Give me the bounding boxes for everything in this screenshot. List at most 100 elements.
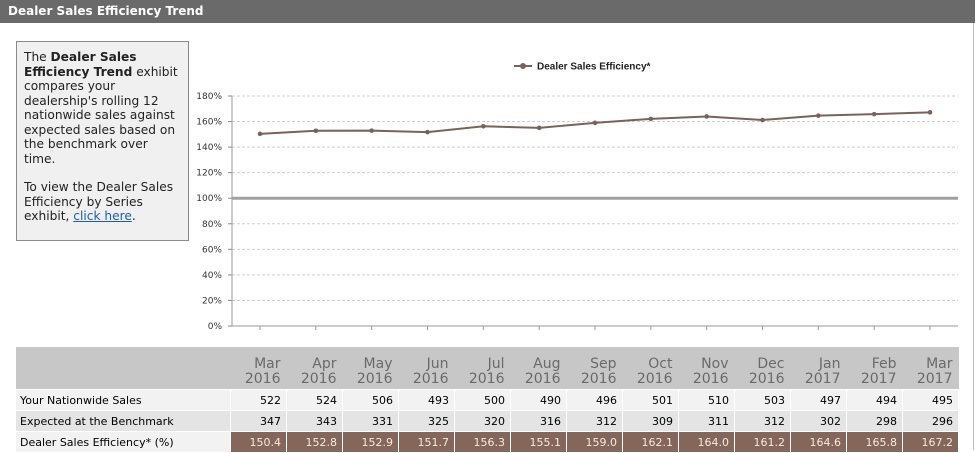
table-cell: 302 xyxy=(790,410,847,432)
y-tick-label: 180% xyxy=(196,92,222,102)
table-cell: 167.2 xyxy=(902,431,959,453)
column-header: May 2016 xyxy=(342,347,399,390)
column-header-year: 2016 xyxy=(468,371,505,387)
click-here-link[interactable]: click here xyxy=(73,209,132,223)
table-cell: 325 xyxy=(398,410,455,432)
column-header-year: 2017 xyxy=(860,371,897,387)
data-point xyxy=(871,111,877,117)
table-header-row: Mar 2016 Apr 2016 May 2016 Jun 2016 Jul 2016 Aug 20… xyxy=(15,347,959,390)
table-cell: 152.8 xyxy=(286,431,343,453)
column-header-month: Sep xyxy=(590,356,617,372)
table-cell: 164.0 xyxy=(678,431,735,453)
column-header: Aug 2016 xyxy=(510,347,567,390)
panel-frame xyxy=(0,23,974,450)
table-cell: 156.3 xyxy=(454,431,511,453)
data-point xyxy=(704,114,709,119)
data-point xyxy=(760,117,765,123)
data-table: Mar 2016 Apr 2016 May 2016 Jun 2016 Jul 2016 Aug 20… xyxy=(15,347,959,453)
column-header-month: Aug xyxy=(533,356,561,372)
table-cell: 524 xyxy=(286,389,343,411)
table-cell: 155.1 xyxy=(510,431,567,453)
column-header: Jan 2017 xyxy=(790,347,847,390)
column-header: Mar 2017 xyxy=(902,347,959,390)
table-cell: 490 xyxy=(510,389,567,411)
table-cell: 312 xyxy=(566,410,623,432)
table-cell: 497 xyxy=(790,389,847,411)
table-cell: 165.8 xyxy=(846,431,903,453)
y-tick-label: 80% xyxy=(202,220,222,230)
table-header-corner xyxy=(15,347,231,390)
column-header-year: 2016 xyxy=(580,371,617,387)
table-cell: 298 xyxy=(846,410,903,432)
y-tick-label: 140% xyxy=(196,143,222,153)
row-label: Your Nationwide Sales xyxy=(15,389,231,411)
table-cell: 164.6 xyxy=(790,431,847,453)
column-header-year: 2016 xyxy=(636,371,673,387)
column-header-year: 2016 xyxy=(300,371,337,387)
table-cell: 150.4 xyxy=(230,431,287,453)
y-tick-label: 0% xyxy=(208,322,223,332)
y-tick-label: 120% xyxy=(196,169,222,179)
column-header-year: 2016 xyxy=(524,371,561,387)
table-cell: 503 xyxy=(734,389,791,411)
column-header-month: Oct xyxy=(648,356,673,372)
column-header-month: Jun xyxy=(426,356,449,372)
table-cell: 522 xyxy=(230,389,287,411)
data-point xyxy=(536,125,542,131)
column-header: Nov 2016 xyxy=(678,347,735,390)
column-header-month: Feb xyxy=(871,356,897,372)
column-header-year: 2017 xyxy=(916,371,953,387)
column-header-month: May xyxy=(363,356,393,372)
row-label: Dealer Sales Efficiency* (%) xyxy=(15,431,231,453)
y-tick-label: 100% xyxy=(196,194,222,204)
table-cell: 312 xyxy=(734,410,791,432)
y-tick-label: 160% xyxy=(196,118,222,128)
column-header: Jun 2016 xyxy=(398,347,455,390)
data-point xyxy=(369,128,374,133)
column-header-month: Jan xyxy=(818,356,841,372)
column-header: Jul 2016 xyxy=(454,347,511,390)
column-header-month: Nov xyxy=(701,356,729,372)
data-point xyxy=(425,129,430,135)
data-point xyxy=(592,120,598,126)
column-header: Mar 2016 xyxy=(230,347,287,390)
y-tick-label: 60% xyxy=(202,245,222,255)
column-header-year: 2016 xyxy=(692,371,729,387)
table-cell: 494 xyxy=(846,389,903,411)
info-box: The Dealer Sales Efficiency Trend exhibi… xyxy=(16,41,189,241)
column-header-month: Apr xyxy=(312,356,337,372)
legend-label: Dealer Sales Efficiency* xyxy=(537,62,651,73)
table-cell: 347 xyxy=(230,410,287,432)
y-tick-label: 20% xyxy=(202,296,222,306)
column-header-month: Dec xyxy=(757,356,785,372)
column-header-year: 2016 xyxy=(748,371,785,387)
table-cell: 161.2 xyxy=(734,431,791,453)
table-cell: 493 xyxy=(398,389,455,411)
legend-marker-icon xyxy=(520,63,526,69)
column-header-month: Jul xyxy=(487,356,505,372)
info-paragraph-2: To view the Dealer Sales Efficiency by S… xyxy=(24,180,174,223)
column-header: Apr 2016 xyxy=(286,347,343,390)
table-cell: 311 xyxy=(678,410,735,432)
data-point xyxy=(257,131,263,137)
data-point xyxy=(816,113,821,118)
column-header-month: Mar xyxy=(926,356,953,372)
info-paragraph-1: The Dealer Sales Efficiency Trend exhibi… xyxy=(24,50,178,166)
table-cell: 316 xyxy=(510,410,567,432)
column-header-month: Mar xyxy=(254,356,281,372)
table-cell: 501 xyxy=(622,389,679,411)
column-header: Sep 2016 xyxy=(566,347,623,390)
data-point xyxy=(313,128,319,134)
column-header: Feb 2017 xyxy=(846,347,903,390)
table-cell: 320 xyxy=(454,410,511,432)
table-cell: 331 xyxy=(342,410,399,432)
panel-header: Dealer Sales Efficiency Trend xyxy=(0,0,975,23)
column-header-year: 2016 xyxy=(412,371,449,387)
data-point xyxy=(648,116,654,122)
table-row: Your Nationwide Sales 522 524 506 493 500 490 4… xyxy=(15,389,959,411)
data-point xyxy=(481,123,486,129)
table-cell: 162.1 xyxy=(622,431,679,453)
table-cell: 151.7 xyxy=(398,431,455,453)
table-cell: 296 xyxy=(902,410,959,432)
table-cell: 500 xyxy=(454,389,511,411)
